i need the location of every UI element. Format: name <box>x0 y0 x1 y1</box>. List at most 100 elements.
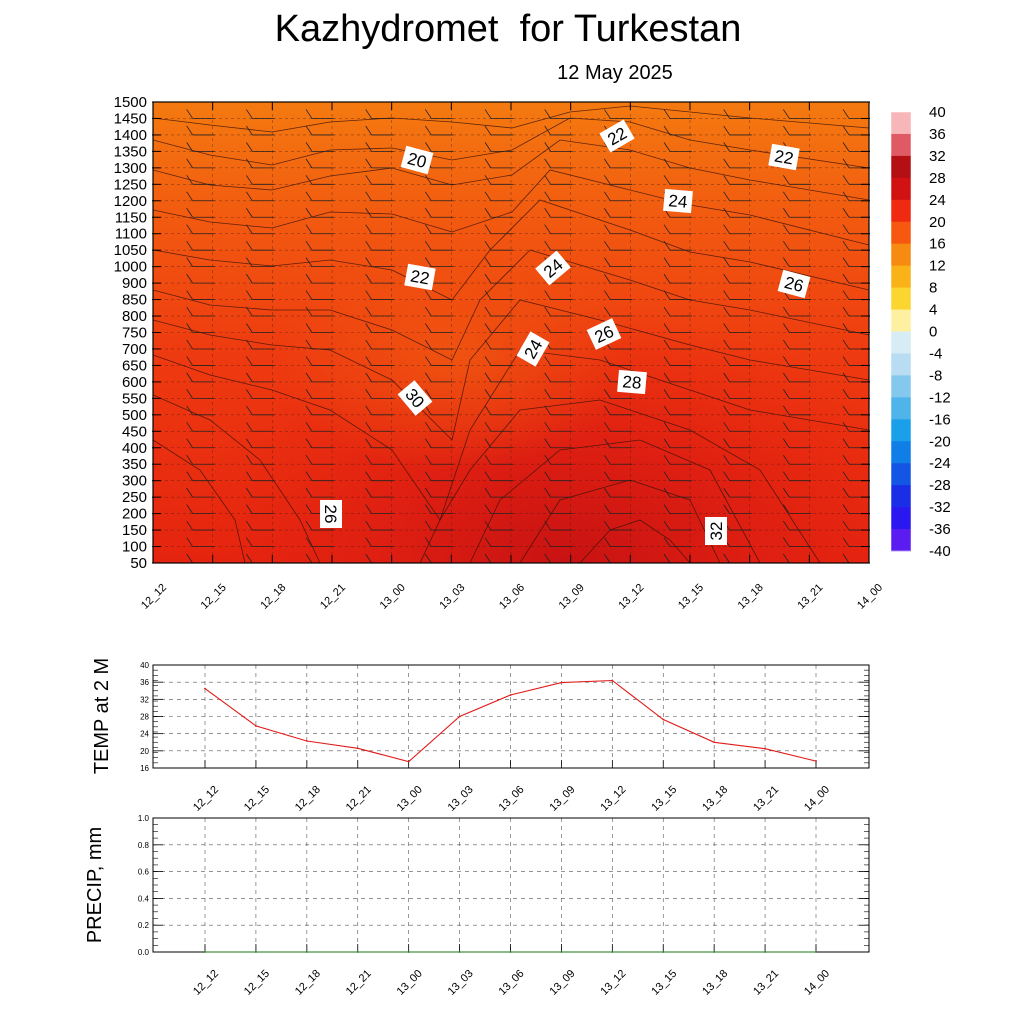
contour-line <box>153 117 869 169</box>
wind-barb-flag <box>842 438 850 448</box>
y-tick-label: 1350 <box>114 143 147 160</box>
wind-barb-flag <box>848 102 849 103</box>
wind-barb-flag <box>484 389 492 399</box>
wind-barb-flag <box>604 158 611 169</box>
colorbar-swatch <box>891 408 911 420</box>
contour-label-text: 28 <box>622 372 643 393</box>
wind-barb-flag <box>484 175 492 185</box>
wind-barb-flag <box>723 389 730 399</box>
wind-barb-flag <box>663 487 671 498</box>
x-tick-label: 12_21 <box>344 784 374 814</box>
contour-lines <box>153 105 869 563</box>
wind-barb-flag <box>723 142 730 152</box>
x-tick-label: 14_00 <box>802 968 832 998</box>
wind-barb-flag <box>305 257 313 267</box>
wind-barb-flag <box>365 125 372 136</box>
wind-barb-flag <box>186 356 193 366</box>
colorbar-swatch <box>891 518 911 530</box>
wind-barb-flag <box>425 405 432 416</box>
wind-barb-flag <box>783 504 790 514</box>
wind-barb-flag <box>186 323 193 333</box>
wind-barb-flag <box>663 520 671 531</box>
colorbar-swatch <box>891 375 911 387</box>
y-tick-label: 700 <box>122 341 147 358</box>
contour-label-text: 32 <box>707 522 726 541</box>
colorbar-swatch <box>891 342 911 354</box>
wind-barb-flag <box>723 175 730 185</box>
colorbar-label: 32 <box>929 148 946 165</box>
wind-barb-flag <box>842 405 850 416</box>
wind-barb-flag <box>305 224 313 234</box>
x-tick-label: 13_18 <box>700 784 730 814</box>
wind-barb-flag <box>723 273 730 284</box>
y-tick-label: 1150 <box>115 209 147 226</box>
x-tick-label: 13_09 <box>547 968 577 998</box>
wind-barb-flag <box>663 537 671 547</box>
wind-barb-flag <box>604 438 611 448</box>
contour-label-box <box>586 318 622 350</box>
y-tick-label: 1200 <box>114 193 147 210</box>
wind-barb-flag <box>246 553 253 563</box>
x-tick-label: 13_00 <box>395 784 425 814</box>
wind-barb-flag <box>544 323 551 333</box>
contour-label: 24 <box>663 188 693 214</box>
wind-barb-flag <box>723 405 730 416</box>
wind-barb-flag <box>484 125 492 136</box>
colorbar-swatch <box>891 254 911 267</box>
wind-barb-flag <box>842 273 850 284</box>
y-tick-label: 1500 <box>114 94 147 111</box>
wind-barb-flag <box>723 504 730 514</box>
wind-barb-flag <box>723 372 730 383</box>
wind-barb-flag <box>305 438 313 448</box>
temperature-axes: 40 36 32 28 24 20 16 12_12 12_15 12_18 12_21 13_00 1… <box>140 661 869 814</box>
wind-barb-flag <box>365 389 372 399</box>
wind-barb-flag <box>246 454 253 465</box>
wind-barb-flag <box>246 257 253 267</box>
wind-barb-flag <box>663 422 671 432</box>
page-subtitle: 12 May 2025 <box>557 62 673 84</box>
wind-barb-flag <box>186 109 193 119</box>
wind-barb-flag <box>425 372 432 383</box>
x-tick-label: 12_18 <box>293 784 323 814</box>
colorbar-swatch <box>891 507 911 519</box>
wind-barb-flag <box>663 405 671 416</box>
wind-barb-flag <box>604 175 611 185</box>
wind-barb-flag <box>842 454 850 465</box>
wind-barb-flag <box>305 273 313 284</box>
wind-barb-flag <box>663 454 671 465</box>
wind-barb-flag <box>246 175 253 185</box>
contour-line <box>153 299 869 441</box>
contour-label-box <box>599 119 635 153</box>
wind-barb-flag <box>729 102 730 103</box>
y-tick-label: 150 <box>122 522 147 539</box>
wind-barb-flag <box>365 438 372 448</box>
wind-barb-flag <box>723 323 730 333</box>
wind-barb-flag <box>484 109 492 119</box>
page-title: Kazhydromet for Turkestan <box>274 8 742 50</box>
y-tick-label: 600 <box>122 374 147 391</box>
contour-label: 20 <box>400 145 434 175</box>
wind-barb-flag <box>365 372 372 383</box>
wind-barb-flag <box>783 175 790 185</box>
colorbar-label: 20 <box>929 214 946 231</box>
x-tick-label: 13_06 <box>497 968 527 998</box>
temperature-grid <box>153 665 869 768</box>
wind-barb-flag <box>186 191 193 202</box>
x-tick-label: 12_15 <box>199 582 229 612</box>
wind-barb-flag <box>305 372 313 383</box>
wind-barb-flag <box>842 125 850 136</box>
wind-barb-flag <box>842 158 850 169</box>
contour-label-box <box>400 145 434 175</box>
wind-barb-flag <box>425 257 432 267</box>
wind-barb-flag <box>365 487 372 498</box>
precip-axes: 1.0 0.8 0.6 0.4 0.2 0.0 12_12 12_15 12_18 12_21 13… <box>138 814 869 998</box>
wind-barb-flag <box>192 102 193 103</box>
wind-barb-flag <box>425 438 432 448</box>
wind-barb-flag <box>425 537 432 547</box>
y-tick-label: 200 <box>122 506 147 523</box>
y-tick-label: 0.4 <box>138 894 150 903</box>
wind-barb-flag <box>604 537 611 547</box>
contour-label-text: 22 <box>409 266 431 288</box>
colorbar-label: 4 <box>929 302 937 319</box>
wind-barb-flag <box>783 240 790 251</box>
